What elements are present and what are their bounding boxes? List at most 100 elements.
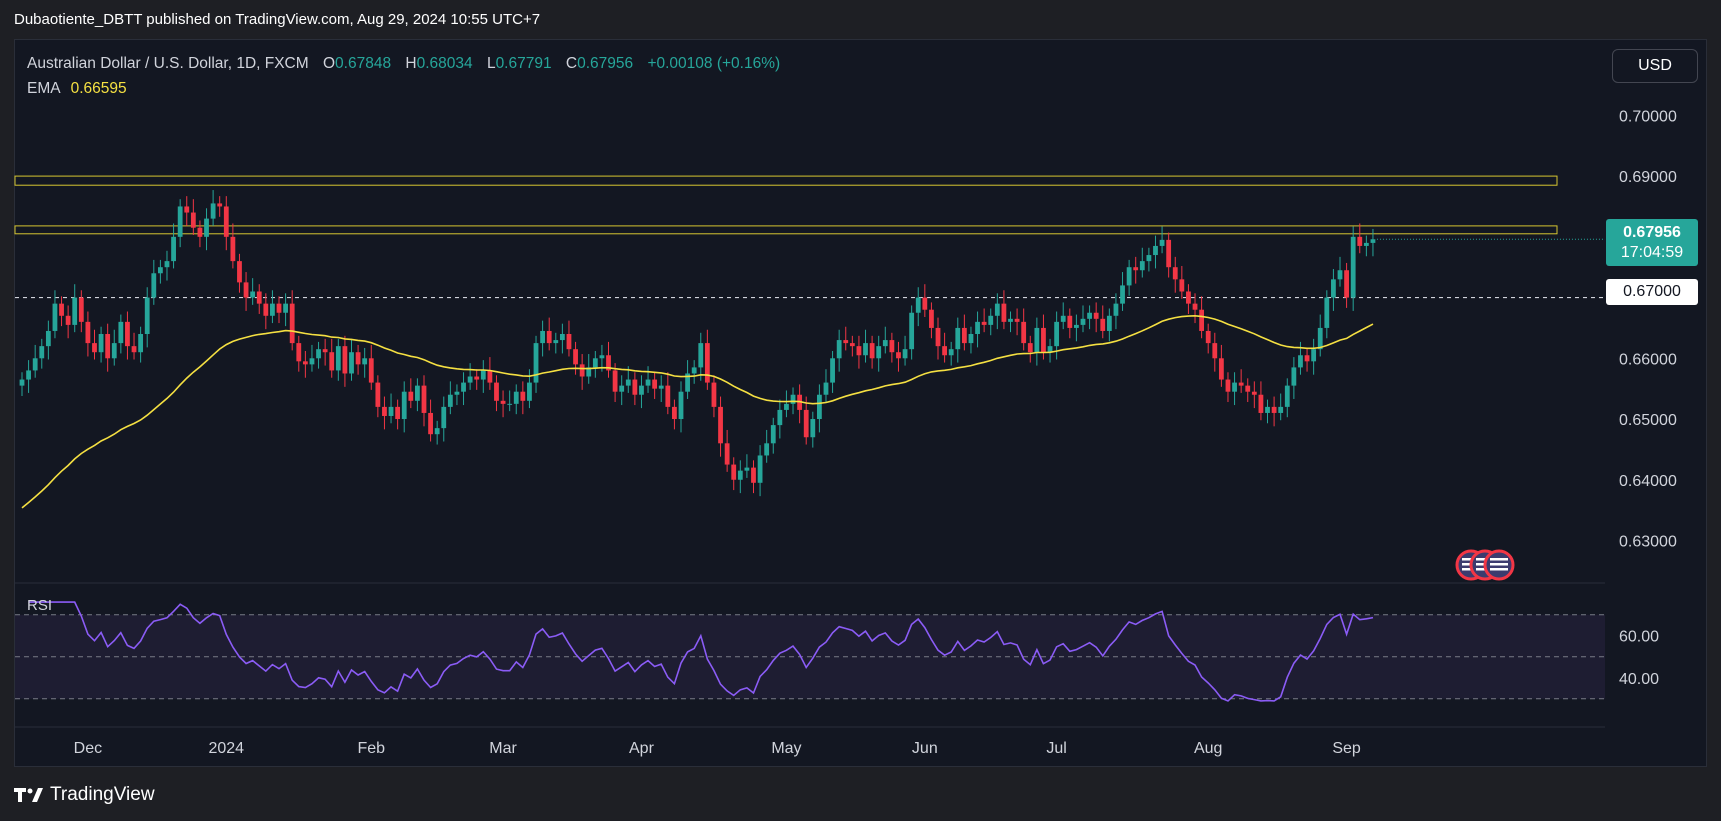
candle-body	[197, 227, 203, 237]
candle-body	[816, 394, 822, 420]
candle-body	[1014, 318, 1020, 322]
candle-body	[665, 385, 671, 407]
candle-body	[678, 391, 684, 420]
candle-body	[1324, 297, 1330, 328]
ema-label: EMA	[27, 80, 61, 97]
candle-body	[138, 334, 144, 353]
rsi-label: RSI	[27, 597, 53, 614]
candle-body	[737, 470, 743, 480]
candle-body	[223, 206, 229, 237]
candle-body	[672, 406, 677, 420]
price-tick-label: 0.65000	[1619, 412, 1677, 429]
candle-body	[1304, 355, 1310, 362]
candle-body	[810, 419, 816, 438]
footer-brand[interactable]: TradingView	[14, 782, 155, 808]
candle-body	[559, 334, 565, 341]
candle-body	[1054, 321, 1060, 347]
time-tick-label: 2024	[208, 740, 244, 757]
publisher-line: Dubaotiente_DBTT published on TradingVie…	[14, 11, 541, 28]
candle-body	[375, 382, 381, 407]
candle-body	[210, 203, 216, 219]
candle-body	[500, 400, 506, 404]
candle-body	[111, 343, 117, 359]
candle-body	[355, 352, 361, 365]
candle-body	[619, 385, 625, 392]
candle-body	[408, 391, 414, 401]
candle-body	[968, 334, 974, 344]
close-value: 0.67956	[577, 55, 634, 72]
candle-body	[1337, 270, 1343, 280]
candle-body	[994, 303, 1000, 316]
candle-body	[92, 343, 97, 353]
candle-body	[428, 412, 433, 435]
rsi-tick-label: 40.00	[1619, 671, 1659, 688]
candle-body	[632, 379, 638, 395]
candle-body	[639, 385, 644, 395]
candle-body	[902, 349, 908, 359]
candle-body	[836, 340, 842, 359]
candle-body	[988, 315, 994, 325]
candle-body	[388, 406, 394, 416]
symbol-name: Australian Dollar / U.S. Dollar, 1D, FXC…	[27, 55, 309, 72]
candle-body	[1080, 318, 1086, 325]
candle-body	[349, 352, 354, 374]
candle-body	[329, 352, 335, 371]
candle-body	[579, 364, 585, 377]
candle-body	[144, 297, 150, 334]
candle-body	[125, 321, 130, 347]
candle-body	[1271, 406, 1277, 413]
candle-body	[790, 394, 796, 404]
candle-body	[19, 379, 25, 386]
candle-body	[803, 409, 809, 438]
candle-body	[164, 261, 170, 268]
low-label: L	[486, 55, 496, 72]
candle-body	[961, 327, 967, 344]
open-value: 0.67848	[335, 55, 392, 72]
candle-body	[1106, 315, 1112, 331]
candle-body	[1179, 279, 1185, 292]
candle-body	[105, 334, 111, 359]
candle-body	[1245, 385, 1251, 392]
candle-body	[929, 309, 934, 328]
time-tick-label: Jul	[1046, 740, 1066, 757]
candle-body	[658, 385, 664, 389]
candle-body	[553, 340, 559, 344]
currency-button[interactable]: USD	[1612, 49, 1698, 83]
events-flags[interactable]	[1454, 548, 1518, 582]
candle-body	[955, 327, 961, 350]
candle-body	[876, 346, 882, 359]
low-value: 0.67791	[495, 55, 552, 72]
candle-body	[157, 267, 163, 274]
price-tick-label: 0.63000	[1619, 533, 1677, 550]
candle-body	[171, 236, 176, 262]
candle-body	[889, 340, 895, 353]
candle-body	[270, 303, 275, 316]
current-price: 0.67956	[1623, 224, 1681, 241]
candle-body	[1100, 318, 1106, 331]
candle-body	[915, 297, 921, 313]
candle-body	[1298, 355, 1303, 368]
candle-body	[72, 297, 78, 325]
resistance-zone-1	[14, 175, 1558, 186]
candle-body	[118, 321, 124, 344]
candle-body	[395, 406, 401, 420]
candle-body	[645, 379, 651, 386]
candle-body	[85, 321, 91, 344]
candle-body	[1120, 285, 1125, 304]
chart-frame[interactable]	[14, 39, 1707, 767]
candle-body	[757, 455, 763, 483]
candle-body	[421, 385, 427, 413]
candle-body	[652, 379, 658, 389]
candle-body	[849, 343, 855, 347]
candle-body	[1291, 367, 1297, 386]
us-flag-icon[interactable]	[1483, 549, 1515, 581]
candle-body	[263, 303, 269, 316]
candle-body	[441, 406, 447, 429]
candle-body	[1186, 291, 1191, 304]
candle-body	[1126, 267, 1132, 286]
candle-body	[335, 346, 341, 371]
candle-body	[1139, 261, 1145, 271]
ema-value: 0.66595	[70, 80, 127, 97]
time-tick-label: May	[771, 740, 801, 757]
